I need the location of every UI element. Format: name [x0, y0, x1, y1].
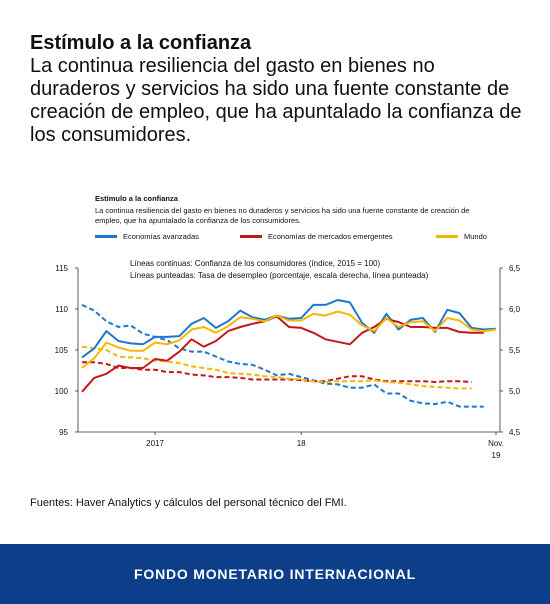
chart-note-dashed: Líneas punteadas: Tasa de desempleo (por… [130, 271, 429, 280]
legend-swatch [436, 235, 458, 238]
dashed-line-mundo [81, 345, 472, 390]
solid-line-econom-as-avanzadas [81, 299, 497, 359]
y-left-tick-label: 115 [55, 264, 68, 273]
solid-line-mundo [81, 310, 497, 369]
x-tick-label: 2017 [146, 439, 164, 448]
footer-banner: FONDO MONETARIO INTERNACIONAL [0, 544, 550, 604]
legend-item-avanzadas: Economías avanzadas [95, 232, 199, 241]
y-right-tick-label: 5,0 [509, 387, 521, 396]
chart-note-solid: Líneas continuas: Confianza de los consu… [130, 259, 380, 268]
legend-item-mundo: Mundo [436, 232, 487, 241]
dashed-line-econom-as-de-mercados-emergentes [82, 361, 472, 383]
legend-swatch [95, 235, 117, 238]
y-left-tick-label: 105 [55, 346, 69, 355]
legend-label: Economías avanzadas [123, 232, 199, 241]
y-right-tick-label: 6,5 [509, 264, 521, 273]
headline-subtitle: La continua resiliencia del gasto en bie… [30, 55, 522, 146]
y-left-tick-label: 110 [55, 305, 68, 314]
x-tick-label: Nov. [488, 439, 504, 448]
source-note: Fuentes: Haver Analytics y cálculos del … [30, 497, 347, 509]
legend-label: Mundo [464, 232, 487, 241]
y-right-tick-label: 5,5 [509, 346, 521, 355]
dashed-line-econom-as-avanzadas [81, 303, 484, 408]
legend-label: Economías de mercados emergentes [268, 232, 393, 241]
solid-line-econom-as-de-mercados-emergentes [81, 315, 484, 393]
x-tick-label: 19 [492, 451, 501, 460]
legend-swatch [240, 235, 262, 238]
y-right-tick-label: 4,5 [509, 428, 521, 437]
figure-subtitle: La continua resiliencia del gasto en bie… [95, 206, 470, 225]
headline: Estímulo a la confianza La continua resi… [30, 32, 530, 147]
legend-item-emergentes: Economías de mercados emergentes [240, 232, 393, 241]
y-right-tick-label: 6,0 [509, 305, 521, 314]
line-chart: Líneas continuas: Confianza de los consu… [55, 259, 521, 460]
headline-title: Estímulo a la confianza [30, 32, 252, 54]
figure-title: Estímulo a la confianza [95, 194, 178, 203]
footer-text: FONDO MONETARIO INTERNACIONAL [134, 566, 416, 582]
x-tick-label: 18 [297, 439, 306, 448]
y-left-tick-label: 100 [55, 387, 69, 396]
y-left-tick-label: 95 [59, 428, 68, 437]
